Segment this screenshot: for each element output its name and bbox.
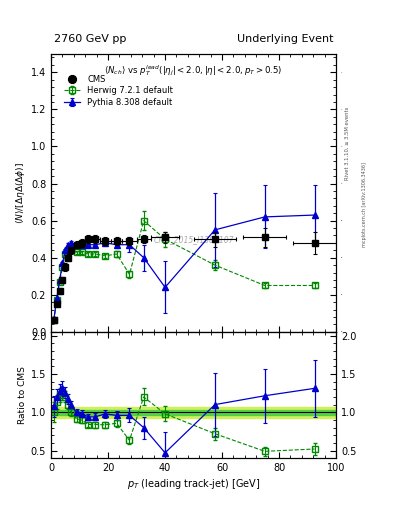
Y-axis label: Ratio to CMS: Ratio to CMS <box>18 366 27 424</box>
Text: $\langle N_{ch}\rangle$ vs $p_T^{lead}(|\eta_j|<2.0, |\eta|<2.0, p_T>0.5)$: $\langle N_{ch}\rangle$ vs $p_T^{lead}(|… <box>105 63 283 78</box>
X-axis label: $p_T$ (leading track-jet) [GeV]: $p_T$ (leading track-jet) [GeV] <box>127 477 260 492</box>
Y-axis label: $\langle N\rangle/[\Delta\eta\Delta(\Delta\phi)]$: $\langle N\rangle/[\Delta\eta\Delta(\Del… <box>14 162 27 224</box>
Legend: CMS, Herwig 7.2.1 default, Pythia 8.308 default: CMS, Herwig 7.2.1 default, Pythia 8.308 … <box>64 75 173 106</box>
Text: mcplots.cern.ch [arXiv:1306.3436]: mcplots.cern.ch [arXiv:1306.3436] <box>362 162 367 247</box>
Text: 2760 GeV pp: 2760 GeV pp <box>54 34 126 44</box>
Text: CMS_2015_I1385107: CMS_2015_I1385107 <box>153 236 234 245</box>
Text: Rivet 3.1.10, ≥ 3.5M events: Rivet 3.1.10, ≥ 3.5M events <box>345 106 350 180</box>
Text: Underlying Event: Underlying Event <box>237 34 333 44</box>
